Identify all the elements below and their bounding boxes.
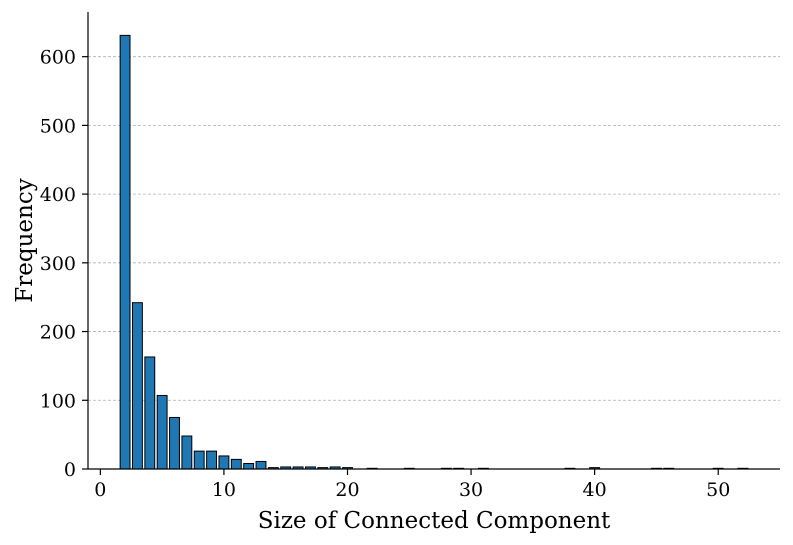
bar: [144, 356, 156, 470]
x-tick-label: 30: [459, 479, 483, 501]
bar: [255, 460, 267, 470]
y-ticks: 0 100 200 300 400 500 600: [40, 47, 88, 481]
bar: [169, 416, 180, 470]
y-tick-label: 600: [40, 47, 76, 69]
y-tick-label: 300: [40, 253, 76, 275]
y-tick-label: 100: [40, 390, 76, 412]
bar: [218, 455, 230, 470]
x-tick-label: 20: [335, 479, 359, 501]
grid-lines: [88, 56, 780, 401]
x-tick-label: 0: [94, 479, 106, 501]
y-tick-label: 0: [64, 459, 76, 481]
x-axis-label: Size of Connected Component: [258, 508, 611, 534]
y-tick-label: 400: [40, 184, 76, 206]
x-tick-label: 10: [212, 479, 236, 501]
y-tick-label: 200: [40, 322, 76, 344]
x-tick-label: 40: [583, 479, 607, 501]
y-tick-label: 500: [40, 115, 76, 137]
x-ticks: 0 10 20 30 40 50: [94, 469, 730, 501]
bar: [131, 302, 143, 470]
bar: [119, 34, 131, 470]
y-axis-label: Frequency: [12, 178, 38, 302]
bar: [243, 463, 255, 470]
bar: [230, 458, 242, 470]
x-tick-label: 50: [706, 479, 730, 501]
bar: [193, 450, 205, 470]
bar: [206, 450, 218, 470]
bars-group: [119, 34, 749, 470]
bar: [156, 394, 168, 470]
axes-group: [87, 12, 780, 470]
bar: [181, 435, 193, 470]
